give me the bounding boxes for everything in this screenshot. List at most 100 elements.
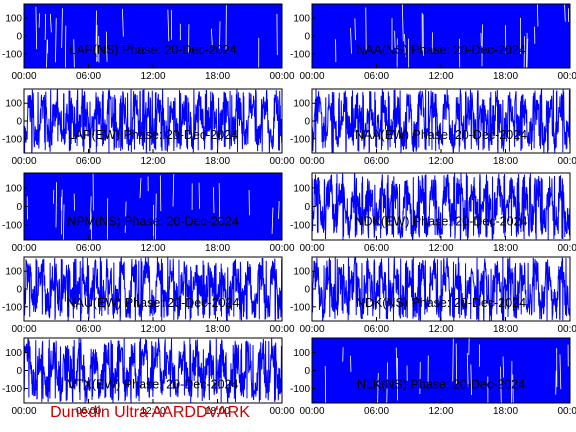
trace-gap: [139, 178, 142, 198]
x-tick-label: 18:00: [493, 71, 518, 82]
x-tick-label: 00:00: [269, 71, 294, 82]
trace-gap: [122, 8, 124, 37]
panel-title: NDK(EW) Phase: 20-Dec-2024: [355, 214, 528, 228]
panel-title: NLK(NS) Phase: 20-Dec-2024: [357, 378, 525, 392]
panel-5: 100 0 -100 00:00 06:00 12:00 18:00 00:00 NPM(NS)…: [2, 172, 295, 254]
trace-gap: [564, 4, 566, 22]
trace-gap: [536, 4, 539, 27]
panel-10: 100 0 -100 00:00 06:00 12:00 18:00 00:00 NLK(NS)…: [290, 337, 576, 417]
trace-gap: [167, 9, 170, 42]
x-tick-label: 12:00: [428, 324, 453, 335]
panel-3: 100 0 -100 00:00 06:00 12:00 18:00 00:00 LAP(EW)…: [2, 88, 295, 167]
x-tick-label: 18:00: [493, 243, 518, 254]
x-tick-label: 18:00: [493, 406, 518, 417]
trace-gap: [271, 207, 274, 234]
phase-series-line: [24, 89, 282, 153]
trace-gap: [124, 201, 127, 233]
y-tick-label: 100: [293, 348, 310, 359]
trace-gap: [377, 372, 379, 407]
trace-gap: [354, 18, 356, 41]
y-tick-label: 100: [293, 99, 310, 110]
x-tick-label: 06:00: [364, 406, 389, 417]
x-tick-label: 00:00: [557, 243, 576, 254]
trace-gap: [105, 31, 108, 62]
y-tick-label: -100: [290, 49, 310, 60]
phase-series-line: [312, 257, 570, 321]
trace-gap: [35, 6, 38, 50]
x-tick-label: 12:00: [140, 243, 165, 254]
y-tick-label: -100: [290, 384, 310, 395]
x-tick-label: 06:00: [364, 156, 389, 167]
x-tick-label: 00:00: [557, 324, 576, 335]
panel-9: 100 0 -100 00:00 06:00 12:00 18:00 00:00 VTX(EW)…: [2, 337, 295, 417]
x-tick-label: 00:00: [269, 243, 294, 254]
panel-title: VTX(EW) Phase: 20-Dec-2024: [68, 378, 239, 392]
trace-gap: [500, 366, 502, 410]
panel-6: 100 0 -100 00:00 06:00 12:00 18:00 00:00 NDK(EW)…: [290, 172, 576, 254]
phase-series-line: [24, 257, 282, 321]
x-tick-label: 18:00: [493, 324, 518, 335]
trace-gap: [73, 39, 75, 77]
phase-series-line: [24, 4, 282, 68]
panel-1: 100 0 -100 00:00 06:00 12:00 18:00 00:00 LAP(NS)…: [2, 3, 295, 82]
x-tick-label: 06:00: [364, 71, 389, 82]
y-tick-label: 0: [16, 32, 22, 43]
panel-title: LAP(NS) Phase: 20-Dec-2024: [69, 43, 236, 57]
trace-gap: [395, 347, 398, 386]
x-tick-label: 00:00: [11, 406, 36, 417]
trace-gap: [386, 362, 388, 404]
phase-series-line: [24, 173, 282, 240]
trace-gap: [90, 211, 93, 244]
y-tick-label: 100: [5, 348, 22, 359]
x-tick-label: 00:00: [269, 156, 294, 167]
x-tick-label: 12:00: [140, 156, 165, 167]
panel-7: 100 0 -100 00:00 06:00 12:00 18:00 00:00 NAU(EW)…: [2, 256, 295, 335]
x-tick-label: 00:00: [299, 71, 324, 82]
x-tick-label: 00:00: [299, 156, 324, 167]
x-tick-label: 00:00: [11, 324, 36, 335]
y-tick-label: 100: [5, 183, 22, 194]
trace-gap: [512, 374, 514, 408]
x-tick-label: 00:00: [11, 156, 36, 167]
y-tick-label: 100: [5, 99, 22, 110]
trace-gap: [404, 34, 406, 57]
trace-gap: [62, 204, 65, 247]
trace-gap: [155, 193, 157, 240]
trace-gap: [324, 366, 327, 412]
trace-gap: [213, 187, 215, 213]
trace-gap: [502, 356, 505, 378]
y-tick-label: 100: [293, 267, 310, 278]
x-tick-label: 18:00: [493, 156, 518, 167]
y-tick-label: 0: [304, 117, 310, 128]
x-tick-label: 06:00: [364, 324, 389, 335]
trace-gap: [172, 173, 175, 207]
panel-2: 100 0 -100 00:00 06:00 12:00 18:00 00:00 NAA(NS)…: [290, 3, 576, 82]
x-tick-label: 06:00: [76, 324, 101, 335]
trace-gap: [218, 183, 221, 221]
y-tick-label: 0: [304, 202, 310, 213]
y-tick-label: -100: [2, 302, 22, 313]
trace-gap: [526, 38, 529, 68]
trace-gap: [466, 352, 469, 387]
x-tick-label: 12:00: [428, 156, 453, 167]
y-tick-label: 0: [304, 32, 310, 43]
panel-title: NPM(NS) Phase: 20-Dec-2024: [67, 214, 239, 228]
trace-gap: [61, 8, 63, 48]
y-tick-label: 0: [16, 285, 22, 296]
trace-gap: [559, 354, 562, 390]
trace-gap: [49, 13, 52, 33]
x-tick-label: 00:00: [11, 243, 36, 254]
y-tick-label: 100: [293, 14, 310, 25]
y-tick-label: 0: [304, 285, 310, 296]
y-tick-label: 0: [16, 117, 22, 128]
panel-4: 100 0 -100 00:00 06:00 12:00 18:00 00:00 NAA(EW)…: [290, 88, 576, 167]
trace-gap: [55, 18, 57, 63]
y-tick-label: -100: [290, 302, 310, 313]
x-tick-label: 06:00: [76, 243, 101, 254]
phase-series-line: [312, 89, 570, 153]
x-tick-label: 12:00: [140, 406, 165, 417]
panel-title: NAA(NS) Phase: 20-Dec-2024: [356, 43, 526, 57]
x-tick-label: 06:00: [364, 243, 389, 254]
trace-gap: [45, 39, 48, 81]
